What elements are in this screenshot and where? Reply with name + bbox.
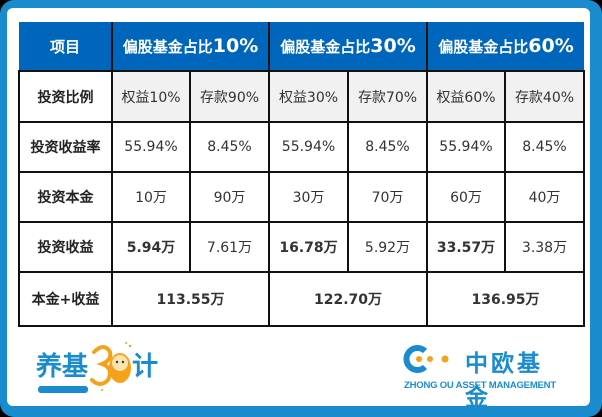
table-cell: 10万 — [111, 171, 191, 223]
row-label: 投资比例 — [18, 70, 113, 123]
table-cell: 权益10% — [111, 70, 191, 123]
table-cell: 7.61万 — [189, 221, 270, 273]
table-cell: 33.57万 — [426, 221, 506, 273]
table-row-total: 本金+收益 113.55万 122.70万 136.95万 — [18, 271, 585, 327]
table-cell: 55.94% — [111, 121, 191, 173]
table-cell: 存款90% — [189, 70, 270, 123]
header-group-30: 偏股基金占比30% — [268, 22, 428, 72]
zhongou-en-name: ZHONG OU ASSET MANAGEMENT — [404, 380, 556, 391]
egg-30-icon — [90, 342, 132, 391]
header-row: 项目 偏股基金占比10% 偏股基金占比30% 偏股基金占比60% — [19, 22, 584, 72]
row-label: 投资收益率 — [18, 121, 113, 173]
table-cell: 存款40% — [504, 70, 585, 123]
table-cell: 5.94万 — [111, 221, 191, 273]
total-cell: 122.70万 — [268, 271, 428, 327]
row-label: 本金+收益 — [18, 271, 113, 327]
zhongou-cn-name: 中欧基金 — [465, 351, 543, 411]
total-cell: 113.55万 — [111, 271, 270, 327]
table-cell: 55.94% — [268, 121, 349, 173]
row-label: 投资收益 — [18, 221, 113, 273]
table-cell: 90万 — [189, 171, 270, 223]
table-row-ratio: 投资比例 权益10% 存款90% 权益30% 存款70% 权益60% 存款40% — [18, 70, 585, 123]
table-cell: 70万 — [347, 171, 428, 223]
table-cell: 60万 — [426, 171, 506, 223]
table-cell: 存款70% — [347, 70, 428, 123]
table-cell: 8.45% — [189, 121, 270, 173]
row-label: 投资本金 — [18, 171, 113, 223]
total-cell: 136.95万 — [426, 271, 585, 327]
table-row-principal: 投资本金 10万 90万 30万 70万 60万 40万 — [18, 171, 585, 223]
fund-allocation-table: 项目 偏股基金占比10% 偏股基金占比30% 偏股基金占比60% 投资比例 权益… — [18, 22, 585, 327]
logo-badge — [38, 386, 88, 393]
table-cell: 权益30% — [268, 70, 349, 123]
header-item: 项目 — [19, 22, 113, 72]
table-cell: 5.92万 — [347, 221, 428, 273]
table-cell: 3.38万 — [504, 221, 585, 273]
yangji-30ji-logo: 养基 计 — [36, 342, 159, 396]
table-cell: 8.45% — [347, 121, 428, 173]
logo-text-yangji: 养基 — [36, 352, 89, 382]
table-row-rate: 投资收益率 55.94% 8.45% 55.94% 8.45% 55.94% 8… — [18, 121, 585, 173]
logo-text-ji: 计 — [132, 352, 159, 382]
table-row-income: 投资收益 5.94万 7.61万 16.78万 5.92万 33.57万 3.3… — [18, 221, 585, 273]
table-cell: 30万 — [268, 171, 349, 223]
table-cell: 16.78万 — [268, 221, 349, 273]
header-group-60: 偏股基金占比60% — [426, 22, 584, 72]
table-cell: 40万 — [504, 171, 585, 223]
header-group-10: 偏股基金占比10% — [111, 22, 270, 72]
zhongou-logo: 中欧基金 ZHONG OU ASSET MANAGEMENT — [403, 344, 568, 411]
zhongou-c-dots-icon — [403, 345, 449, 373]
table-cell: 55.94% — [426, 121, 506, 173]
table-cell: 8.45% — [504, 121, 585, 173]
table-cell: 权益60% — [426, 70, 506, 123]
